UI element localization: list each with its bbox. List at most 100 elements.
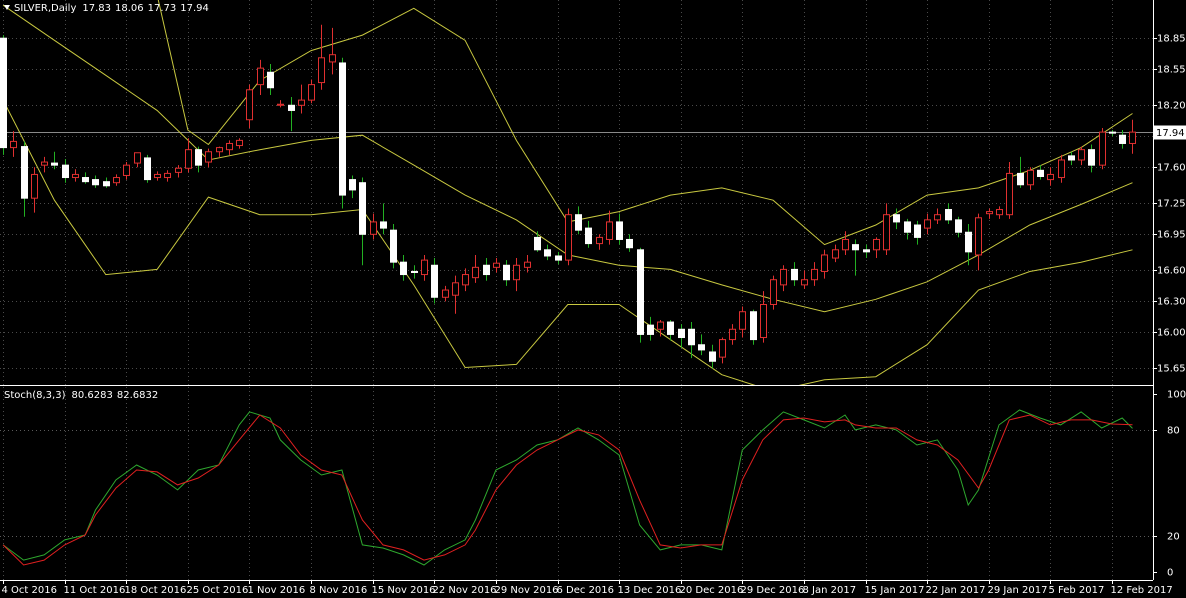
candle-body [154, 173, 161, 179]
x-tick-label: 29 Jan 2017 [988, 585, 1048, 596]
header-value: 17.94 [180, 3, 209, 14]
candle-body [298, 99, 305, 106]
candle-body [965, 231, 972, 253]
x-tick-label: 22 Nov 2016 [433, 585, 497, 596]
pane-title: Stoch(8,3,3) [4, 390, 66, 401]
candle-body [226, 142, 233, 151]
candle-body [1099, 131, 1106, 166]
candle-body [565, 214, 572, 261]
candle-body [544, 249, 551, 257]
candle-body [31, 173, 38, 199]
candle-body [452, 282, 459, 296]
candle-body [914, 224, 921, 238]
x-tick-label: 18 Oct 2016 [125, 585, 187, 596]
candle-body [637, 249, 644, 335]
candle-body [329, 54, 336, 63]
candle-body [770, 279, 777, 305]
candle-body [462, 274, 469, 286]
candle-body [606, 221, 613, 240]
candle-body [493, 262, 500, 268]
candle-body [21, 146, 28, 199]
x-tick-label: 25 Oct 2016 [187, 585, 249, 596]
price-tag [1154, 125, 1186, 140]
header-value: 80.6283 [71, 390, 112, 401]
candle-body [616, 221, 623, 240]
candle-body [750, 311, 757, 341]
x-tick-label: 13 Dec 2016 [618, 585, 682, 596]
y-tick-label: 16.30 [1157, 297, 1186, 308]
candle-body [1006, 172, 1013, 216]
candle-body [92, 179, 99, 186]
pane-title: SILVER,Daily [14, 3, 76, 14]
candle-body [205, 151, 212, 163]
candle-body [1047, 173, 1054, 181]
candle-body [103, 181, 110, 187]
candle-body [975, 217, 982, 256]
candle-body [339, 62, 346, 196]
candle-body [257, 67, 264, 86]
candle-body [472, 266, 479, 279]
candle-body [729, 328, 736, 341]
candle-body [1068, 155, 1075, 161]
y-tick-label: 18.20 [1157, 101, 1186, 112]
stoch-pane [2, 409, 1133, 566]
price-pane [0, 0, 1153, 385]
candle-body [1119, 134, 1126, 144]
candle-body [288, 104, 295, 111]
y-tick-label: 16.00 [1157, 328, 1186, 339]
stoch-line [2, 414, 1133, 566]
candle-body [411, 270, 418, 273]
candle-body [760, 303, 767, 339]
header-value: 18.06 [115, 3, 144, 14]
pane-header: SILVER,Daily 17.83 18.06 17.73 17.94 [14, 3, 209, 14]
candle-body [236, 139, 243, 147]
candle-body [164, 172, 171, 179]
candle-body [596, 236, 603, 245]
candle-body [318, 57, 325, 84]
x-tick-label: 1 Nov 2016 [248, 585, 306, 596]
stoch-line [2, 409, 1133, 566]
candle-body [986, 211, 993, 215]
candle-body [945, 209, 952, 221]
candle-body [380, 221, 387, 229]
candle-body [277, 103, 284, 106]
candle-body [513, 264, 520, 281]
candle-body [555, 255, 562, 261]
y-tick-label: 15.65 [1157, 364, 1186, 375]
candle-body [667, 321, 674, 335]
y-tick-label: 80 [1167, 426, 1180, 437]
x-tick-label: 8 Nov 2016 [310, 585, 368, 596]
x-tick-label: 8 Jan 2017 [803, 585, 857, 596]
candle-body [442, 289, 449, 298]
candle-body [72, 173, 79, 179]
menu-triangle [4, 5, 10, 10]
y-tick-label: 100 [1167, 390, 1186, 401]
candle-body [144, 157, 151, 181]
y-tick-label: 20 [1167, 532, 1180, 543]
candle-body [821, 254, 828, 272]
x-tick-label: 12 Feb 2017 [1111, 585, 1173, 596]
y-tick-label: 18.55 [1157, 65, 1186, 76]
candle-body [863, 249, 870, 253]
x-tick-label: 22 Jan 2017 [926, 585, 986, 596]
candle-body [41, 161, 48, 166]
candle-body [883, 214, 890, 251]
header-value: 82.6832 [117, 390, 158, 401]
candle-body [1078, 149, 1085, 161]
x-tick-label: 29 Dec 2016 [741, 585, 805, 596]
candle-body [1017, 172, 1024, 186]
candle-body [113, 177, 120, 184]
price-tag-label: 17.94 [1156, 128, 1185, 139]
candle-body [1088, 149, 1095, 166]
candle-body [801, 279, 808, 286]
candle-body [698, 344, 705, 351]
candle-body [678, 328, 685, 339]
candle-body [10, 140, 17, 149]
x-tick-label: 4 Oct 2016 [2, 585, 57, 596]
candle-body [503, 264, 510, 281]
candle-body [626, 238, 633, 249]
candle-body [1037, 169, 1044, 178]
candle-body [1027, 169, 1034, 186]
